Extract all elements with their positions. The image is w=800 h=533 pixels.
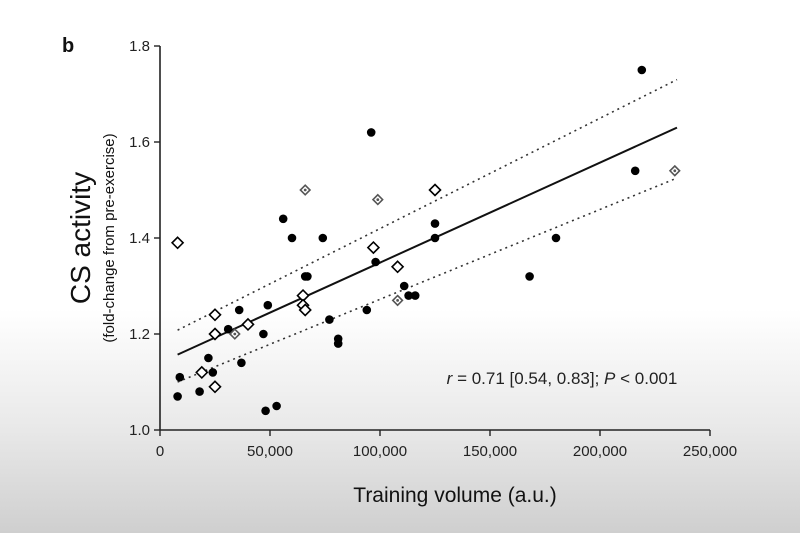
panel-label: b: [62, 35, 74, 57]
p-value: < 0.001: [615, 369, 677, 388]
diamond-outline: [208, 327, 222, 341]
correlation-annotation: r = 0.71 [0.54, 0.83]; P < 0.001: [447, 369, 678, 388]
open-diamond-point: [241, 317, 255, 332]
open-diamond-point: [170, 236, 185, 250]
y-tick-label: 1.4: [129, 230, 150, 247]
ci-upper-line: [177, 78, 678, 331]
open-diamond-point: [195, 365, 209, 380]
open-diamond-point: [298, 303, 312, 317]
diamond-outline: [208, 380, 222, 394]
filled-circle-point: [362, 305, 372, 315]
diamond-center-dot: [303, 188, 307, 192]
diamond-outline: [195, 365, 209, 380]
filled-circle-point: [237, 358, 246, 368]
diamond-outline: [208, 308, 222, 322]
axes: 1.0 1.2 1.4 1.6 1.8 0 50,000 100,000 150,000 200,…: [129, 38, 737, 460]
dotted-diamond-point: [228, 328, 241, 340]
p-symbol: P: [604, 369, 616, 388]
filled-circle-point: [410, 291, 420, 300]
filled-circle-point: [173, 392, 182, 401]
regression-fit-line: [177, 126, 678, 356]
filled-circle-point: [399, 281, 409, 291]
filled-circle-point: [223, 324, 233, 334]
dotted-diamond-point: [371, 193, 384, 206]
open-diamond-point: [366, 240, 381, 255]
regression-lines: [177, 78, 678, 383]
y-tick-label: 1.2: [129, 326, 150, 343]
filled-circle-point: [303, 272, 312, 281]
r-value: = 0.71 [0.54, 0.83];: [452, 369, 604, 388]
diamond-outline: [241, 317, 255, 332]
filled-circle-point: [325, 315, 334, 324]
filled-circle-point: [175, 372, 185, 382]
filled-circle-point: [318, 233, 328, 243]
filled-circle-point: [637, 65, 647, 75]
x-tick-label: 150,000: [463, 443, 517, 460]
filled-circle-point: [261, 406, 270, 416]
filled-circle-point: [551, 233, 561, 243]
diamond-outline: [390, 260, 405, 274]
dotted-diamond-point: [391, 294, 404, 307]
open-diamond-point: [208, 308, 222, 322]
data-points: [170, 65, 681, 416]
open-diamond-point: [428, 183, 442, 197]
diamond-center-dot: [396, 299, 399, 302]
filled-circle-point: [430, 233, 440, 243]
y-tick-label: 1.8: [129, 38, 150, 55]
y-axis-subtitle: (fold-change from pre-exercise): [101, 133, 118, 342]
open-diamond-point: [208, 327, 222, 341]
open-diamond-point: [390, 260, 405, 274]
filled-circle-point: [333, 339, 343, 348]
y-tick-label: 1.6: [129, 134, 150, 151]
filled-circle-point: [208, 368, 218, 377]
filled-circle-point: [371, 257, 380, 267]
filled-circle-point: [430, 219, 440, 228]
diamond-outline: [298, 303, 312, 317]
open-diamond-point: [208, 380, 222, 394]
dotted-diamond-point: [299, 184, 312, 196]
ci-lower-line: [177, 177, 678, 383]
diamond-outline: [366, 240, 381, 255]
dotted-diamond-point: [668, 164, 681, 177]
filled-circle-point: [525, 272, 534, 281]
x-axis-title: Training volume (a.u.): [353, 484, 556, 507]
diamond-outline: [170, 236, 185, 250]
x-tick-label: 100,000: [353, 443, 407, 460]
filled-circle-point: [234, 305, 244, 315]
x-tick-label: 200,000: [573, 443, 627, 460]
filled-circle-point: [272, 401, 281, 411]
filled-circle-point: [404, 291, 413, 300]
x-tick-label: 0: [156, 443, 164, 460]
diamond-center-dot: [376, 198, 380, 202]
r-symbol: r: [447, 369, 454, 388]
diamond-center-dot: [233, 332, 237, 336]
x-tick-label: 250,000: [683, 443, 737, 460]
filled-circle-point: [278, 214, 288, 224]
x-tick-label: 50,000: [247, 443, 293, 460]
filled-circle-point: [259, 329, 268, 339]
filled-circle-point: [195, 387, 204, 396]
filled-circle-point: [263, 300, 273, 310]
y-tick-label: 1.0: [129, 422, 150, 439]
filled-circle-point: [630, 166, 640, 176]
filled-circle-point: [366, 128, 376, 137]
filled-circle-point: [204, 353, 213, 363]
diamond-center-dot: [673, 169, 677, 173]
y-axis-title: CS activity: [65, 172, 96, 304]
filled-circle-point: [287, 233, 297, 243]
diamond-outline: [428, 183, 442, 197]
